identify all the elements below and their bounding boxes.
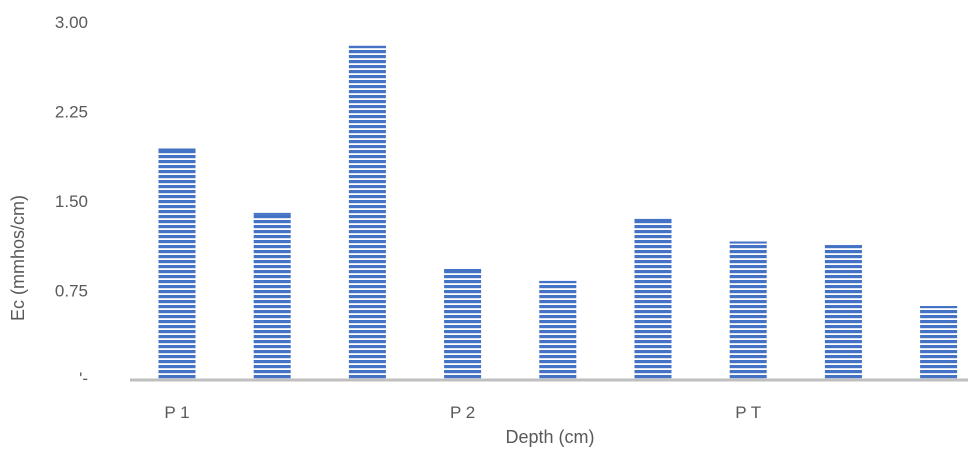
y-axis-title: Ec (mmhos/cm): [8, 195, 28, 321]
x-group-label: P T: [735, 403, 761, 422]
bar: [920, 306, 958, 380]
x-group-label: P 1: [164, 403, 189, 422]
x-group-label: P 2: [450, 403, 475, 422]
bar: [539, 280, 577, 380]
y-axis-ticks: '- 0.75 1.50 2.25 3.00: [55, 13, 88, 388]
x-axis-title: Depth (cm): [505, 427, 594, 447]
bars: [158, 45, 958, 380]
y-tick-label: 2.25: [55, 103, 88, 122]
y-tick-label: 3.00: [55, 13, 88, 32]
bar: [253, 212, 291, 380]
y-tick-label: 0.75: [55, 282, 88, 301]
bar: [444, 269, 482, 380]
bar: [634, 218, 672, 380]
y-tick-label: '-: [79, 369, 88, 388]
bar: [729, 241, 767, 380]
bar: [348, 45, 386, 380]
x-axis-group-labels: P 1 P 2 P T: [164, 403, 761, 422]
bar: [158, 148, 196, 380]
y-tick-label: 1.50: [55, 192, 88, 211]
bar: [824, 245, 862, 380]
